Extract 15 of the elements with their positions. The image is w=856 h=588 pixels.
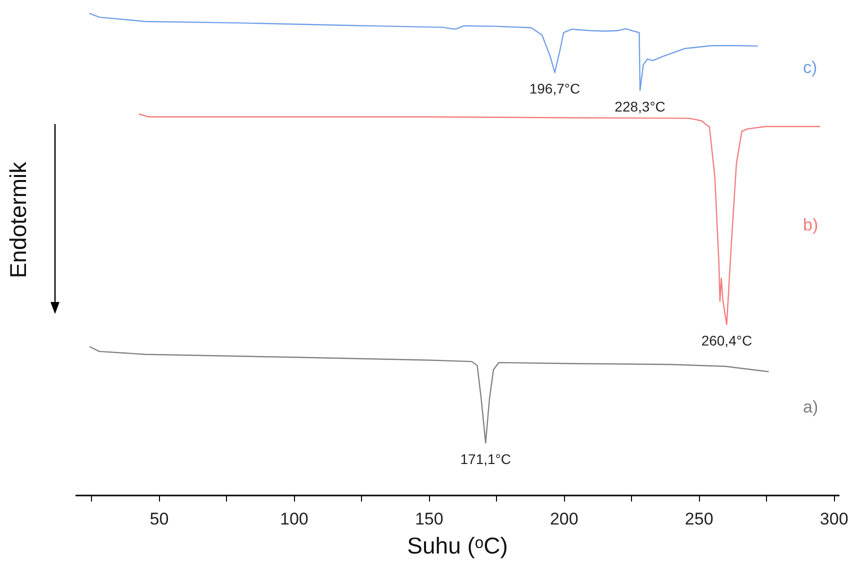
annotation: 228,3°C: [614, 98, 666, 114]
x-tick-label: 50: [150, 510, 169, 528]
x-tick-label: 200: [550, 510, 578, 528]
y-axis-title: Endotermik: [5, 161, 31, 278]
text: b): [803, 216, 818, 234]
annotation: 196,7°C: [529, 80, 580, 97]
text: a): [803, 397, 818, 416]
x-axis-title: Suhu (ᵒC): [407, 532, 508, 558]
x-tick-label: 100: [280, 510, 308, 528]
x-tick-label: 150: [414, 510, 444, 528]
annotation: 260,4°C: [701, 332, 752, 348]
text: c): [803, 58, 818, 78]
x-tick-label: 250: [684, 510, 714, 528]
annotation: 171,1°C: [460, 450, 511, 467]
x-tick-label: 300: [820, 510, 848, 528]
